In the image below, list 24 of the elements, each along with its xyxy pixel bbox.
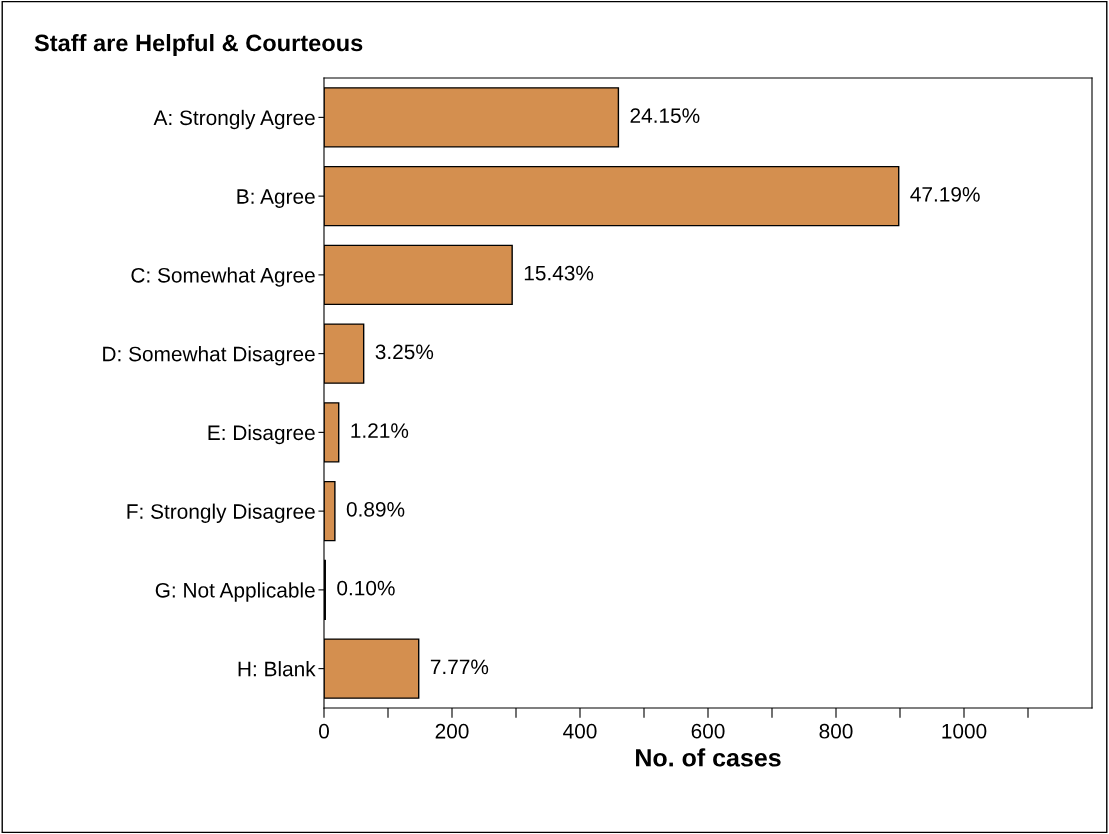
y-tick-label: D: Somewhat Disagree: [103, 346, 315, 366]
x-tick-label: 600: [691, 723, 725, 739]
x-tick-label: 800: [819, 723, 853, 739]
x-tick-label: 400: [563, 723, 597, 739]
y-tick-label: H: Blank: [238, 661, 316, 677]
annotation: 3.25%: [375, 344, 434, 360]
annotation: 0.89%: [346, 501, 405, 517]
y-tick-label: B: Agree: [237, 189, 315, 208]
x-tick-label: 1000: [942, 723, 987, 739]
y-tick-label: E: Disagree: [208, 424, 315, 445]
annotation: 15.43%: [524, 265, 594, 281]
annotation: 1.21%: [351, 423, 409, 438]
y-tick-label: A: Strongly Agree: [153, 109, 315, 130]
annotation: 0.10%: [337, 580, 395, 596]
chart-title: Staff are Helpful & Courteous: [34, 34, 363, 56]
x-tick-label: 200: [435, 723, 469, 739]
annotation: 24.15%: [630, 108, 700, 123]
annotation: 47.19%: [910, 186, 980, 202]
x-tick-label: 0: [319, 723, 329, 739]
y-tick-label: F: Strongly Disagree: [127, 503, 315, 523]
x-axis-title: No. of cases: [636, 748, 781, 767]
y-tick-label: G: Not Applicable: [155, 582, 315, 602]
annotation: 7.77%: [430, 659, 489, 675]
y-tick-label: C: Somewhat Agree: [131, 267, 315, 287]
